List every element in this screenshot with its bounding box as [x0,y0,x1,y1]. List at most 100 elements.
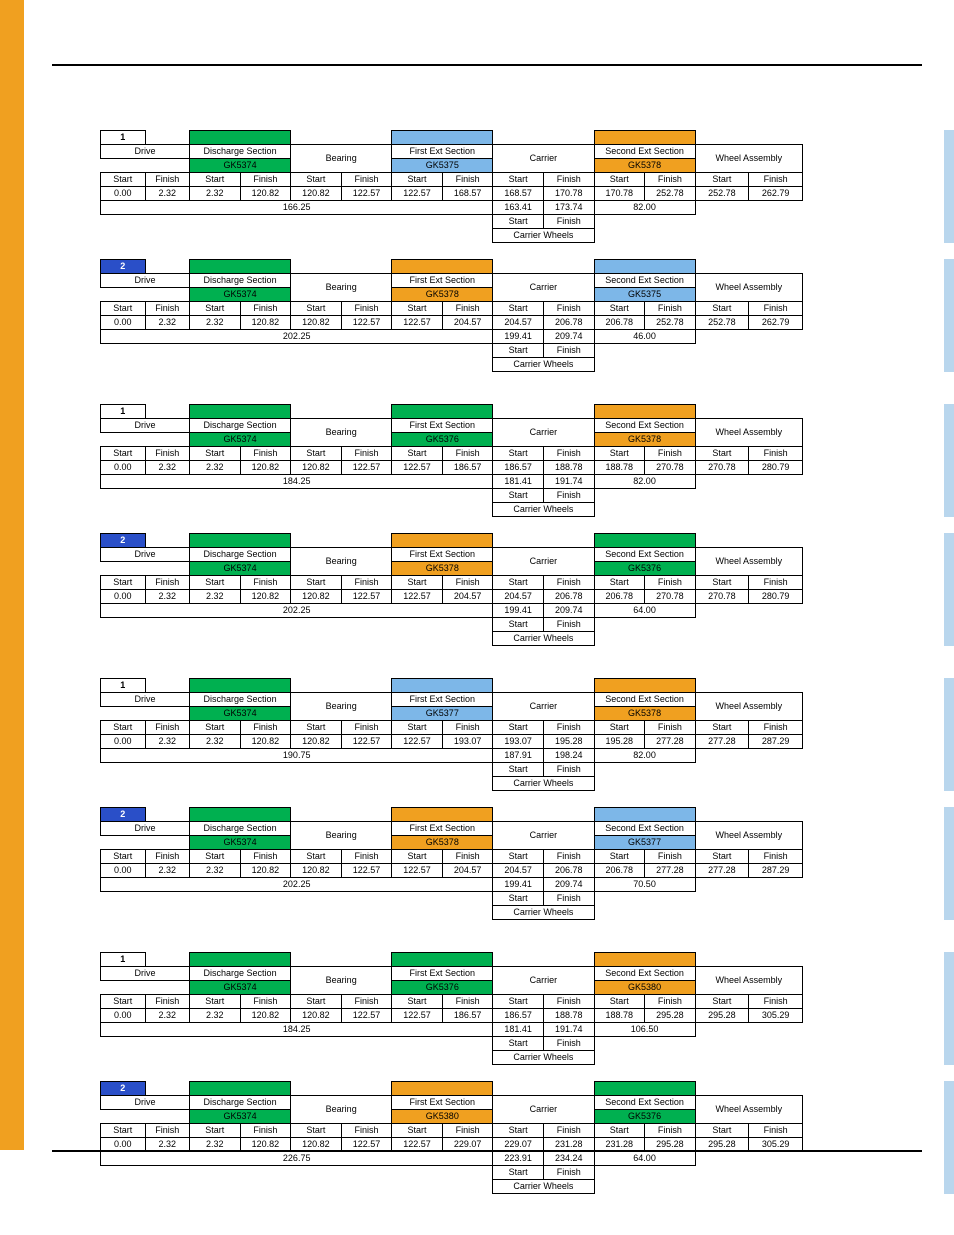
value-cell: 231.28 [543,1138,594,1152]
value-cell: 204.57 [442,316,493,330]
subhead-finish: Finish [341,1124,392,1138]
section-number: 1 [101,953,146,967]
part-ext2: GK5378 [594,159,695,173]
span-carrier-start: 181.41 [493,475,544,489]
span-ext2: 64.00 [594,1152,695,1166]
subhead-start: Start [493,173,544,187]
value-cell: 252.78 [695,187,749,201]
subhead-finish: Finish [145,850,190,864]
value-cell: 122.57 [341,1009,392,1023]
subhead-start: Start [695,850,749,864]
value-cell: 188.78 [594,1009,645,1023]
cw-start: Start [493,1037,544,1051]
carrier-wheels-label: Carrier Wheels [493,1180,594,1194]
value-cell: 120.82 [291,735,342,749]
col-drive: Drive [101,693,190,707]
value-cell: 206.78 [543,864,594,878]
subhead-finish: Finish [145,1124,190,1138]
value-cell: 277.28 [695,735,749,749]
value-cell: 186.57 [442,1009,493,1023]
subhead-start: Start [493,302,544,316]
subhead-start: Start [392,576,443,590]
value-cell: 122.57 [341,316,392,330]
subhead-finish: Finish [240,447,291,461]
subhead-start: Start [594,1124,645,1138]
col-carrier: Carrier [493,419,594,447]
bin-tab: 48' Bin [944,533,954,646]
value-cell: 206.78 [594,864,645,878]
col-bearing: Bearing [291,967,392,995]
col-ext2: Second Ext Section [594,274,695,288]
col-disc: Discharge Section [190,419,291,433]
subhead-start: Start [695,995,749,1009]
part-disc: GK5374 [190,562,291,576]
value-cell: 204.57 [493,864,544,878]
bin-tab: 45' Bin [944,259,954,372]
span-carrier-start: 199.41 [493,330,544,344]
col-drive: Drive [101,419,190,433]
section-number: 1 [101,131,146,145]
subhead-finish: Finish [645,447,696,461]
value-cell: 120.82 [240,590,291,604]
value-cell: 2.32 [190,461,241,475]
cw-finish: Finish [543,489,594,503]
value-cell: 122.57 [392,1138,443,1152]
col-wheel: Wheel Assembly [695,1096,802,1124]
value-cell: 229.07 [442,1138,493,1152]
col-drive: Drive [101,822,190,836]
span-carrier-finish: 191.74 [543,1023,594,1037]
value-cell: 287.29 [749,864,803,878]
col-ext2: Second Ext Section [594,967,695,981]
value-cell: 122.57 [341,864,392,878]
carrier-wheels-label: Carrier Wheels [493,1051,594,1065]
subhead-finish: Finish [240,995,291,1009]
col-drive: Drive [101,967,190,981]
value-cell: 2.32 [145,187,190,201]
value-cell: 206.78 [543,316,594,330]
subhead-finish: Finish [145,995,190,1009]
subhead-start: Start [594,173,645,187]
subhead-start: Start [291,721,342,735]
section-number: 2 [101,534,146,548]
subhead-start: Start [291,173,342,187]
col-ext1: First Ext Section [392,419,493,433]
value-cell: 277.28 [645,735,696,749]
col-ext2: Second Ext Section [594,1096,695,1110]
subhead-finish: Finish [442,302,493,316]
col-disc: Discharge Section [190,693,291,707]
value-cell: 0.00 [101,187,146,201]
col-bearing: Bearing [291,1096,392,1124]
col-bearing: Bearing [291,822,392,850]
span-carrier-start: 223.91 [493,1152,544,1166]
subhead-finish: Finish [240,850,291,864]
cw-finish: Finish [543,1166,594,1180]
value-cell: 122.57 [392,316,443,330]
cw-start: Start [493,344,544,358]
section-table: 2DriveDischarge SectionBearingFirst Ext … [100,259,803,372]
part-ext2: GK5376 [594,562,695,576]
part-ext1: GK5376 [392,981,493,995]
value-cell: 295.28 [645,1138,696,1152]
span-carrier-finish: 209.74 [543,330,594,344]
subhead-start: Start [190,302,241,316]
col-wheel: Wheel Assembly [695,548,802,576]
subhead-start: Start [101,302,146,316]
subhead-finish: Finish [442,173,493,187]
span-carrier-start: 163.41 [493,201,544,215]
value-cell: 120.82 [240,316,291,330]
subhead-finish: Finish [543,1124,594,1138]
value-cell: 277.28 [695,864,749,878]
subhead-finish: Finish [749,173,803,187]
span-left: 202.25 [101,604,493,618]
value-cell: 120.82 [240,1138,291,1152]
part-ext2: GK5380 [594,981,695,995]
value-cell: 122.57 [392,1009,443,1023]
subhead-start: Start [493,576,544,590]
subhead-finish: Finish [749,447,803,461]
subhead-finish: Finish [145,576,190,590]
col-bearing: Bearing [291,693,392,721]
cw-start: Start [493,1166,544,1180]
subhead-start: Start [291,302,342,316]
subhead-finish: Finish [645,302,696,316]
cw-start: Start [493,215,544,229]
